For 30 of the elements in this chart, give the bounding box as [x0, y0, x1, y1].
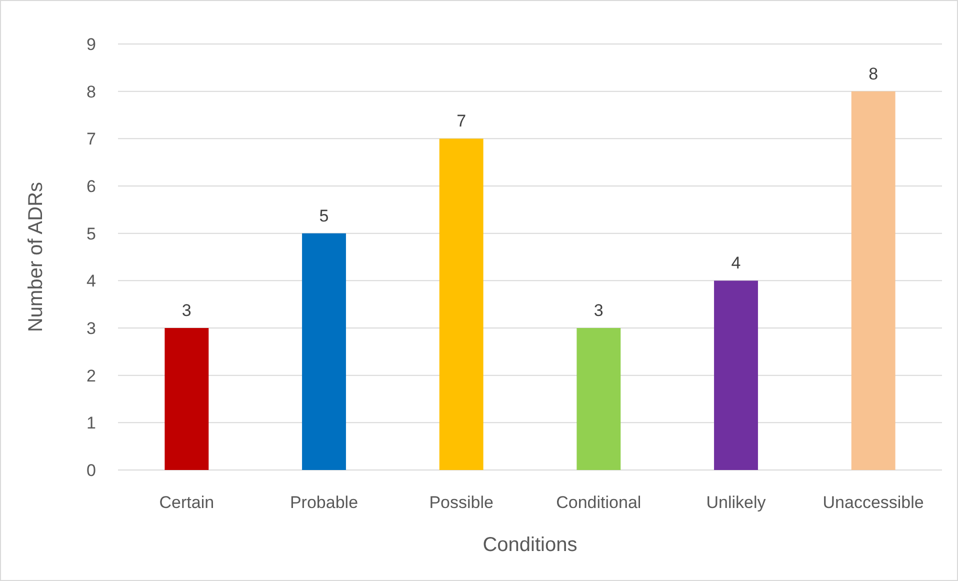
- y-axis-title: Number of ADRs: [25, 182, 47, 332]
- y-tick-label: 3: [86, 318, 96, 338]
- y-tick-label: 8: [86, 82, 96, 102]
- bar: [302, 233, 346, 470]
- bar: [714, 280, 758, 470]
- y-tick-label: 0: [86, 460, 96, 480]
- bar: [439, 138, 484, 470]
- y-tick-label: 9: [86, 34, 96, 54]
- x-tick-label: Conditional: [556, 493, 642, 512]
- x-tick-label: Certain: [159, 493, 214, 512]
- data-label: 7: [456, 112, 466, 131]
- x-axis-title: Conditions: [482, 534, 578, 556]
- y-tick-label: 4: [86, 272, 96, 291]
- x-tick-label: Unlikely: [706, 493, 766, 512]
- bar: [851, 91, 896, 470]
- y-tick-label: 6: [86, 176, 96, 196]
- data-label: 3: [182, 301, 192, 320]
- y-tick-label: 5: [86, 224, 96, 244]
- y-tick-label: 1: [86, 414, 96, 433]
- data-label: 4: [731, 254, 741, 273]
- data-label: 3: [594, 301, 604, 320]
- x-tick-label: Unaccessible: [822, 493, 924, 512]
- data-label: 8: [868, 64, 878, 84]
- y-tick-label: 7: [86, 130, 96, 149]
- x-tick-label: Probable: [290, 493, 358, 512]
- x-tick-label: Possible: [429, 493, 494, 512]
- y-tick-label: 2: [86, 366, 96, 386]
- data-label: 5: [319, 206, 329, 226]
- bar: [576, 328, 621, 470]
- bar: [164, 328, 209, 470]
